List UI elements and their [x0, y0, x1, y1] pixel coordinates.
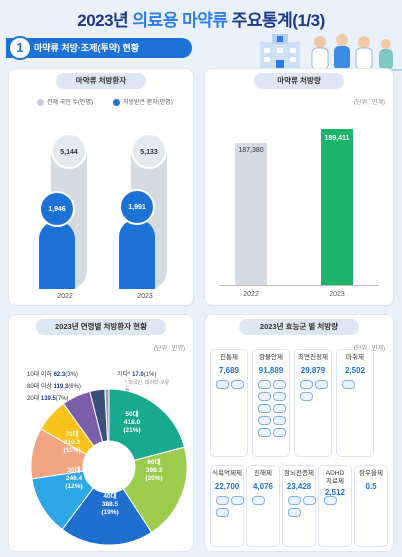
value-2023-total: 5,133: [131, 133, 167, 169]
capsule-icon: [216, 496, 229, 505]
efficacy-name: 항우울제: [359, 470, 383, 477]
efficacy-card: 진통제 7,689: [210, 349, 248, 457]
value-2022-total: 5,144: [51, 133, 87, 169]
value-2023-patients: 1,991: [119, 189, 155, 225]
capsule-icon: [288, 508, 301, 517]
capsule-icon: [231, 496, 244, 505]
efficacy-value: 29,879: [300, 366, 326, 375]
efficacy-card: 항뇌전증제 23,428: [282, 465, 316, 547]
x-label-2022: 2022: [243, 291, 259, 298]
label-60s: 60대 398.3 (20%): [145, 459, 163, 482]
x-label-2022: 2022: [57, 293, 73, 300]
efficacy-card: 항불안제 91,889: [252, 349, 290, 457]
efficacy-card: 항우울제 0.5: [354, 465, 388, 547]
efficacy-card: 마취제 2,502: [336, 349, 374, 457]
page-title: 2023년 의료용 마약류 주요통계(1/3): [77, 11, 325, 30]
efficacy-value: 91,889: [258, 366, 284, 375]
unit-label: (단위 : 만명): [153, 346, 185, 352]
bar-2022-volume: [235, 143, 267, 285]
capsule-icon: [273, 392, 286, 401]
unit-label: (단위 : 만개): [353, 100, 385, 106]
efficacy-value: 2,512: [324, 488, 346, 497]
legend-swatch: [113, 98, 120, 106]
efficacy-name: 항불안제: [259, 354, 283, 361]
bar-2023-volume: [321, 129, 353, 285]
capsule-icon: [258, 404, 271, 413]
panel-title: 마약류 처방환자: [56, 73, 146, 89]
label-30s: 30대 246.4 (12%): [65, 467, 83, 490]
capsule-icon: [273, 404, 286, 413]
capsule-icon: [231, 380, 244, 389]
efficacy-name: 진통제: [220, 354, 238, 361]
efficacy-value: 23,428: [286, 482, 312, 491]
x-label-2023: 2023: [329, 291, 345, 298]
efficacy-name: 진해제: [254, 470, 272, 477]
capsule-icon: [258, 428, 271, 437]
efficacy-value: 2,502: [344, 366, 366, 375]
label-etc: 기타* 17.0(1%): [117, 372, 157, 378]
efficacy-name: 식욕억제제: [212, 470, 242, 477]
panel-title: 마약류 처방량: [254, 73, 344, 89]
capsule-icon: [300, 392, 313, 401]
panel-prescribed-patients: 마약류 처방환자 전체 국민 수(만명) 처방받은 환자(만명) 5,144 1…: [8, 68, 194, 306]
efficacy-value: 7,689: [218, 366, 240, 375]
efficacy-value: 0.5: [365, 482, 377, 491]
panel-age-distribution: 2023년 연령별 처방환자 현황 (단위 : 만명) 10대 이하 62.3(…: [8, 314, 194, 552]
capsule-icon: [303, 496, 316, 505]
legend-total-population: 전체 국민 수(만명): [37, 97, 93, 106]
efficacy-value: 4,076: [252, 482, 274, 491]
legend-swatch: [37, 98, 44, 106]
value-2023-volume: 189,411: [324, 135, 350, 142]
value-2022-volume: 187,380: [238, 147, 264, 154]
capsule-icon: [258, 416, 271, 425]
capsule-icon: [273, 380, 286, 389]
age-pie-chart: [30, 388, 188, 546]
pie-slice: [61, 487, 153, 546]
capsule-icon: [216, 380, 229, 389]
efficacy-card: 식욕억제제 22,700: [210, 465, 244, 547]
capsule-icon: [342, 380, 355, 389]
efficacy-card: ADHD 치료제 2,512: [318, 465, 352, 547]
capsule-icon: [288, 496, 301, 505]
capsule-icon: [252, 496, 265, 505]
bar-2023-patients: [119, 219, 155, 289]
x-label-2023: 2023: [137, 293, 153, 300]
panel-prescription-volume: 마약류 처방량 (단위 : 만개) 187,380 189,411 2022 2…: [204, 68, 394, 306]
footnote: * 외국인, 데이터 오류 등: [125, 380, 170, 393]
capsule-icon: [258, 392, 271, 401]
capsule-icon: [324, 496, 337, 505]
efficacy-card: 최면진정제 29,879: [294, 349, 332, 457]
capsule-icon: [300, 380, 313, 389]
value-2022-patients: 1,946: [39, 191, 75, 227]
capsule-icon: [315, 380, 328, 389]
pie-slice: [108, 388, 186, 461]
label-10s: 10대 이하 62.3(3%): [27, 372, 78, 378]
pie-slice: [104, 388, 110, 442]
pie-slice: [122, 446, 188, 534]
label-80s: 80대 이상 119.3(6%): [27, 384, 81, 390]
legend-patients: 처방받은 환자(만명): [113, 97, 173, 106]
baseline: [219, 285, 379, 286]
efficacy-name: 항뇌전증제: [284, 470, 314, 477]
efficacy-card: 진해제 4,076: [246, 465, 280, 547]
efficacy-name: 마취제: [346, 354, 364, 361]
efficacy-name: 최면진정제: [298, 354, 328, 361]
label-40s: 40대 388.5 (19%): [101, 493, 119, 516]
capsule-icon: [273, 428, 286, 437]
capsule-icon: [216, 508, 229, 517]
label-70s: 70대 210.3 (11%): [63, 431, 81, 454]
label-50s: 50대 418.0 (21%): [123, 411, 141, 434]
panel-title: 2023년 효능군 별 처방량: [239, 319, 359, 335]
section-bar: 마약류 처방·조제(투약) 현황: [6, 38, 192, 58]
bar-2022-patients: [39, 221, 75, 289]
capsule-icon: [258, 380, 271, 389]
efficacy-name: ADHD 치료제: [325, 470, 345, 485]
section-number: 1: [8, 36, 32, 60]
panel-efficacy-groups: 2023년 효능군 별 처방량 (단위 : 만개) 진통제7,689항불안제91…: [204, 314, 394, 552]
efficacy-value: 22,700: [214, 482, 240, 491]
hospital-staff-illustration: [252, 34, 402, 71]
capsule-icon: [273, 416, 286, 425]
panel-title: 2023년 연령별 처방환자 현황: [36, 319, 166, 335]
label-20s: 20대 139.5(7%): [27, 396, 69, 402]
